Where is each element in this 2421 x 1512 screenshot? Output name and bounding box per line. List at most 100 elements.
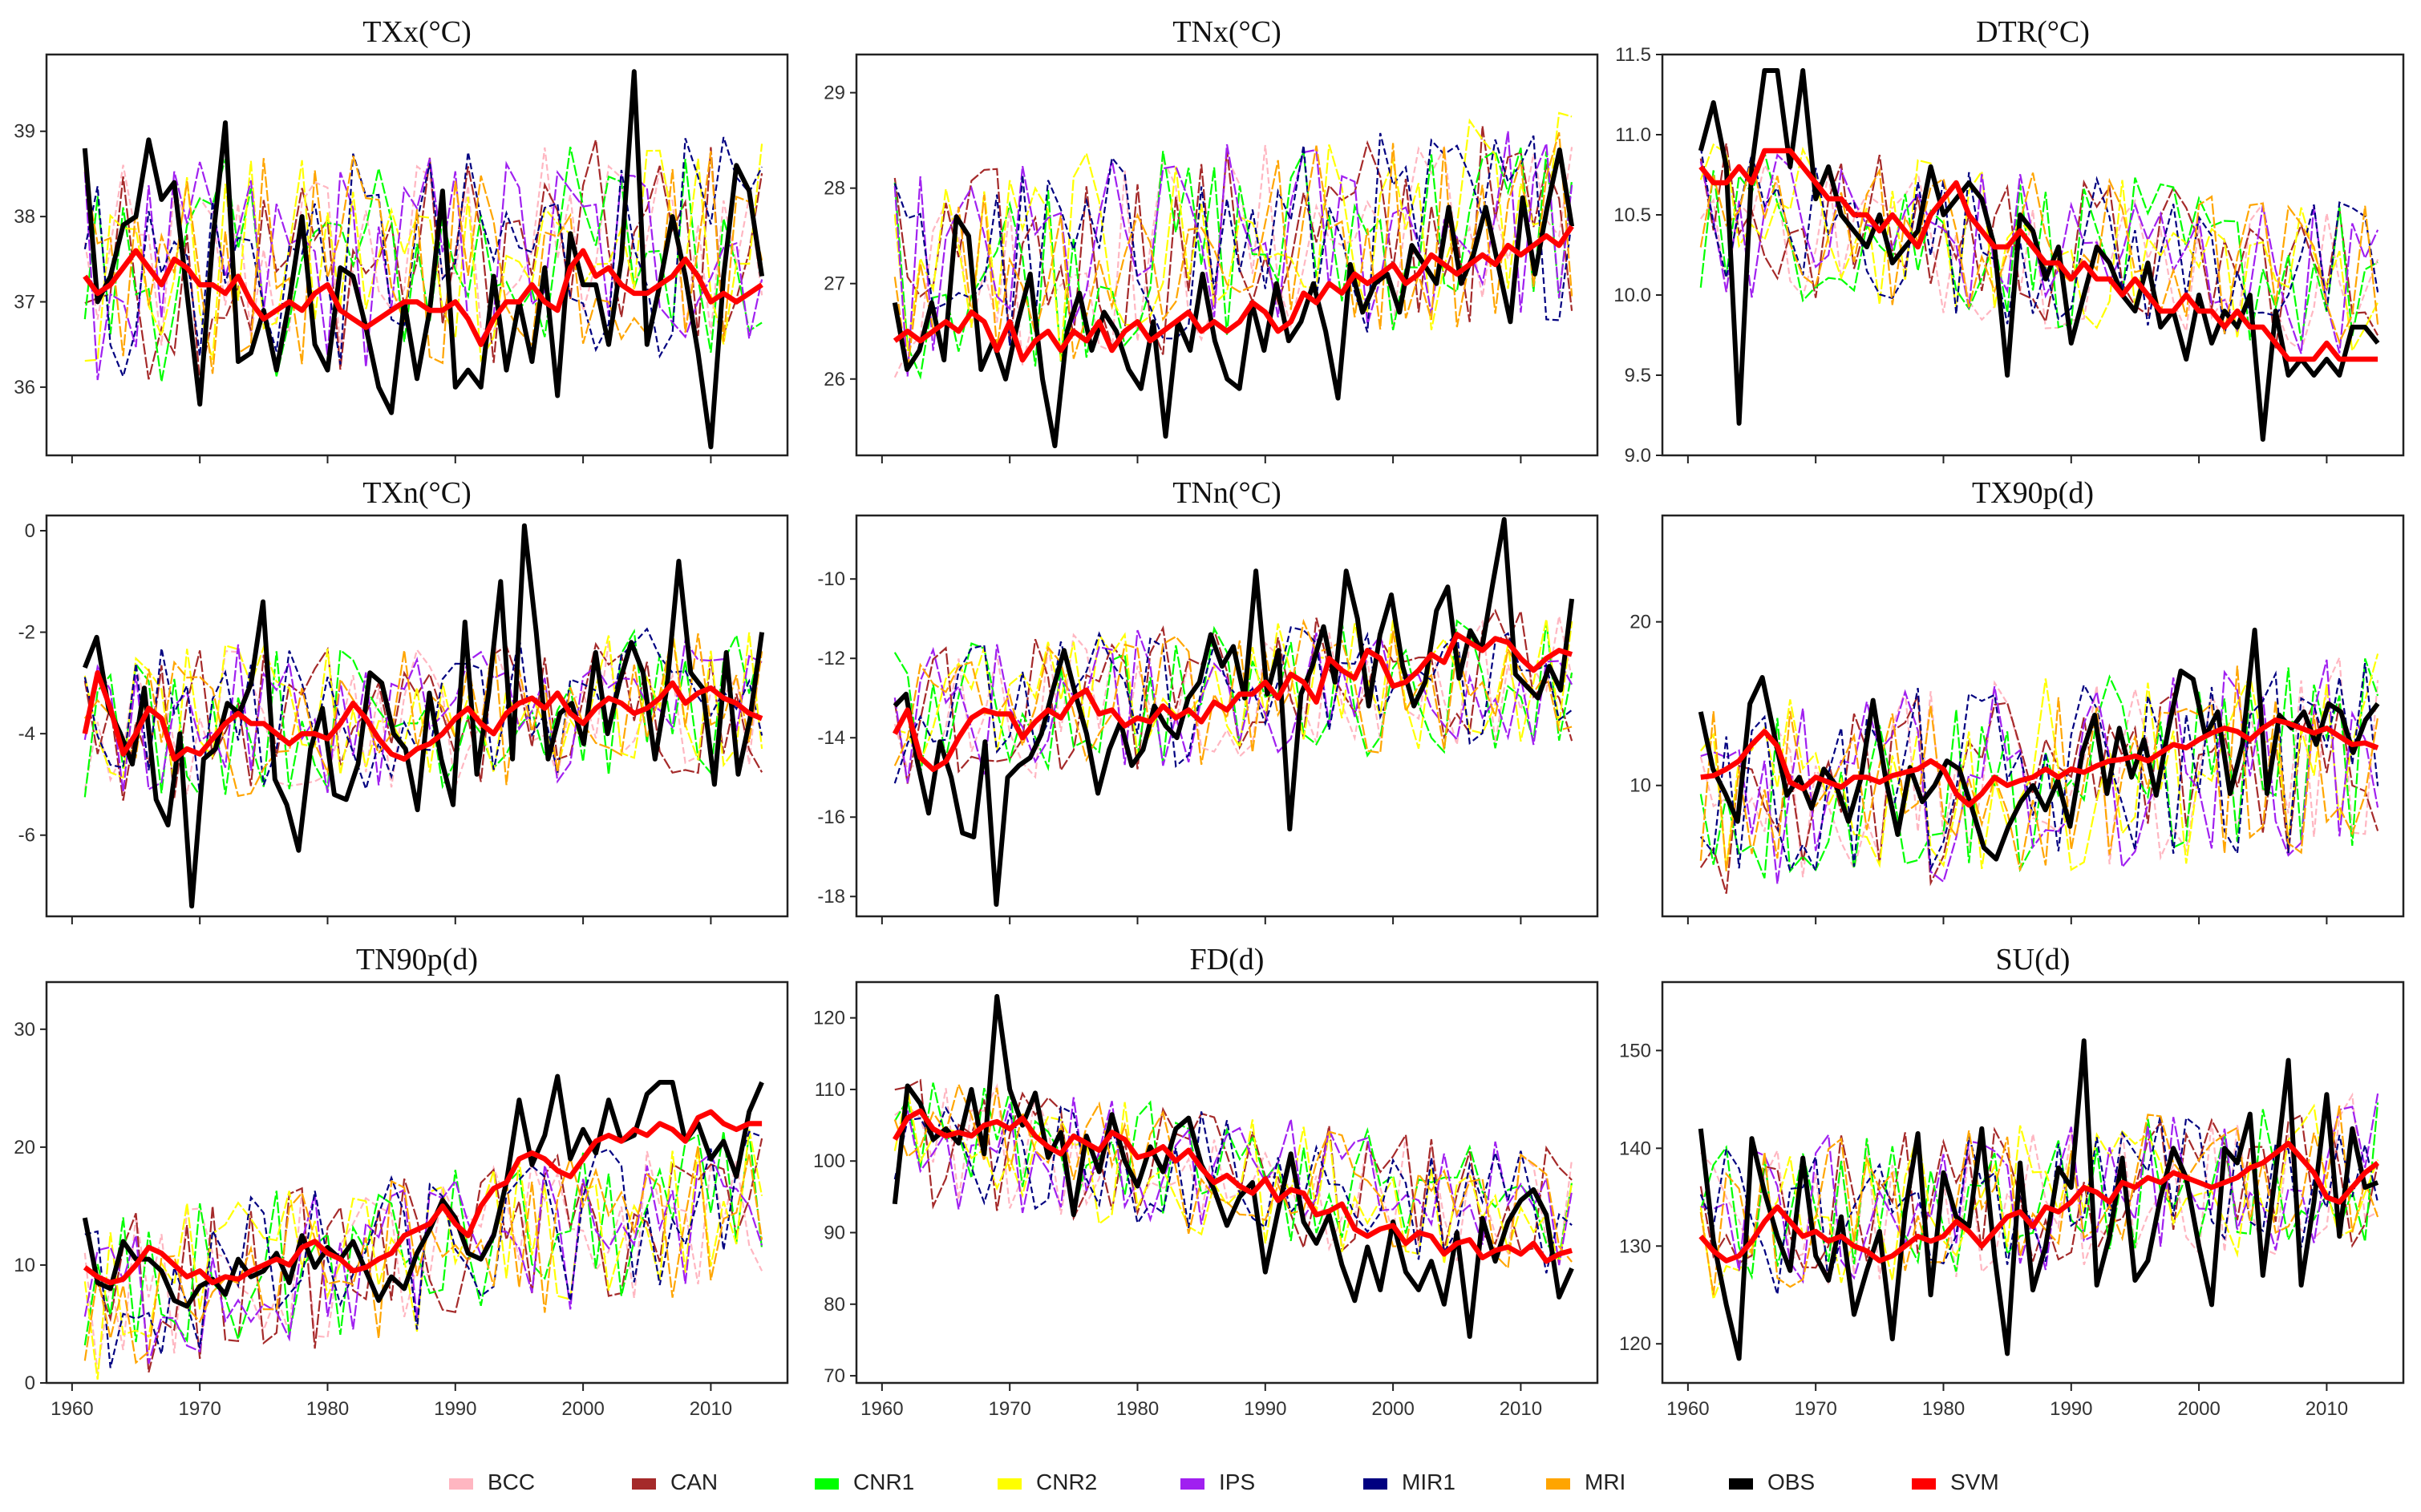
- plot-area-tnn: [892, 517, 1575, 908]
- ytick-label-tnn: -18: [817, 886, 845, 908]
- xtick-label-tn90p: 2010: [690, 1398, 732, 1420]
- panel-dtr: DTR(°C) 9.0 9.5 10.0 10.5 11.0 11.5: [1613, 15, 2405, 467]
- series-mri-dtr: [1699, 157, 2379, 345]
- plot-area-fd: [892, 993, 1574, 1339]
- series-cnr2-tnx: [893, 111, 1573, 362]
- series-svm-txx: [83, 248, 763, 347]
- ytick-label-fd: 80: [824, 1294, 845, 1316]
- plot-area-txx: [82, 69, 765, 450]
- panel-title-tnn: TNn(°C): [1172, 476, 1281, 510]
- xtick-label-su: 2000: [2177, 1398, 2220, 1420]
- xtick-label-fd: 1980: [1116, 1398, 1159, 1420]
- series-svm-fd: [893, 1108, 1573, 1264]
- series-can-tnx: [893, 126, 1573, 355]
- series-mri-tn90p: [83, 1145, 763, 1364]
- xtick-label-su: 1980: [1922, 1398, 1965, 1420]
- ytick-label-su: 140: [1619, 1138, 1651, 1159]
- xtick-label-fd: 1990: [1244, 1398, 1286, 1420]
- panel-tx90p: TX90p(d) 10 20: [1630, 476, 2405, 924]
- xtick-label-su: 2010: [2306, 1398, 2348, 1420]
- ytick-label-tnn: -12: [817, 648, 845, 669]
- plot-area-tn90p: [82, 1073, 764, 1380]
- series-obs-fd: [892, 993, 1574, 1339]
- ytick-label-tn90p: 10: [14, 1255, 35, 1276]
- plot-area-dtr: [1698, 68, 2380, 442]
- xtick-label-fd: 2010: [1500, 1398, 1542, 1420]
- plot-area-su: [1698, 1038, 2380, 1361]
- ytick-label-tx90p: 20: [1630, 612, 1651, 633]
- series-mir1-tnn: [893, 626, 1573, 784]
- ytick-label-fd: 90: [824, 1223, 845, 1244]
- plot-area-tx90p: [1698, 627, 2380, 894]
- xtick-label-su: 1960: [1666, 1398, 1709, 1420]
- series-svm-dtr: [1698, 148, 2378, 362]
- panel-txx: TXx(°C) 36 37 38 39: [14, 15, 789, 463]
- series-can-txx: [84, 139, 763, 381]
- series-obs-txx: [82, 69, 765, 450]
- ytick-label-fd: 100: [813, 1150, 845, 1172]
- legend-swatch-mri: [1546, 1478, 1570, 1490]
- series-bcc-txx: [83, 147, 763, 350]
- series-ips-tnx: [893, 131, 1573, 377]
- legend-swatch-cnr2: [998, 1478, 1022, 1490]
- panel-title-txn: TXn(°C): [362, 476, 472, 510]
- series-bcc-tnx: [893, 144, 1573, 378]
- series-can-dtr: [1699, 143, 2379, 349]
- ytick-label-txn: -2: [18, 622, 35, 644]
- ytick-label-dtr: 9.0: [1625, 445, 1651, 467]
- series-cnr2-txx: [84, 144, 763, 363]
- ytick-label-tnx: 28: [824, 178, 845, 200]
- xtick-label-fd: 1970: [988, 1398, 1030, 1420]
- panel-frame-txx: [45, 53, 789, 457]
- legend-label-cnr2: CNR2: [1036, 1470, 1097, 1494]
- series-cnr1-tn90p: [83, 1130, 763, 1346]
- xtick-label-tn90p: 1990: [434, 1398, 476, 1420]
- panel-tn90p: TN90p(d) 0 10 20 30 1960 1970 1980 1990 2000 2010: [14, 943, 789, 1420]
- series-mir1-tx90p: [1699, 662, 2379, 874]
- legend-label-cnr1: CNR1: [853, 1470, 914, 1494]
- ytick-label-fd: 120: [813, 1008, 845, 1029]
- series-mir1-txx: [83, 136, 763, 380]
- ytick-label-tn90p: 20: [14, 1137, 35, 1158]
- ytick-label-su: 130: [1619, 1235, 1651, 1257]
- series-cnr1-su: [1699, 1102, 2379, 1280]
- ytick-label-txx: 39: [14, 121, 35, 143]
- ytick-label-dtr: 11.5: [1615, 44, 1651, 66]
- ytick-label-txn: -6: [18, 825, 35, 847]
- panel-su: SU(d) 120 130 140 150 1960 1970 1980 1990 2000 201…: [1619, 943, 2405, 1420]
- ytick-label-dtr: 9.5: [1625, 365, 1651, 386]
- series-obs-tnn: [893, 517, 1575, 908]
- series-cnr1-txx: [83, 146, 763, 382]
- series-mir1-su: [1699, 1114, 2379, 1296]
- panel-title-txx: TXx(°C): [362, 15, 472, 49]
- legend-label-mri: MRI: [1585, 1470, 1625, 1494]
- panel-title-fd: FD(d): [1190, 943, 1265, 976]
- xtick-label-tn90p: 1960: [51, 1398, 93, 1420]
- legend-swatch-obs: [1729, 1478, 1753, 1490]
- series-cnr2-fd: [893, 1088, 1573, 1266]
- ytick-label-dtr: 11.0: [1615, 124, 1651, 146]
- legend-swatch-can: [632, 1478, 656, 1490]
- legend-swatch-ips: [1180, 1478, 1204, 1490]
- series-svm-su: [1698, 1140, 2380, 1263]
- ytick-label-su: 120: [1619, 1333, 1651, 1355]
- ytick-label-tnx: 26: [824, 369, 845, 390]
- series-ips-fd: [893, 1097, 1573, 1266]
- series-svm-tx90p: [1700, 717, 2379, 808]
- ytick-label-tn90p: 30: [14, 1019, 35, 1041]
- panel-frame-su: [1661, 980, 2405, 1385]
- ytick-label-tn90p: 0: [25, 1373, 35, 1394]
- series-svm-txn: [82, 669, 763, 762]
- legend-label-mir1: MIR1: [1402, 1470, 1455, 1494]
- panel-txn: TXn(°C) -6 -4 -2 0: [18, 476, 789, 924]
- series-svm-tn90p: [83, 1109, 763, 1286]
- series-can-txn: [83, 641, 763, 801]
- series-svm-tnn: [892, 632, 1573, 773]
- panel-title-tn90p: TN90p(d): [356, 943, 478, 976]
- series-cnr1-tnx: [893, 148, 1573, 380]
- legend-label-obs: OBS: [1767, 1470, 1815, 1494]
- xtick-label-fd: 2000: [1371, 1398, 1414, 1420]
- series-mir1-fd: [893, 1106, 1573, 1274]
- xtick-label-su: 1970: [1794, 1398, 1836, 1420]
- series-cnr2-tx90p: [1699, 653, 2379, 871]
